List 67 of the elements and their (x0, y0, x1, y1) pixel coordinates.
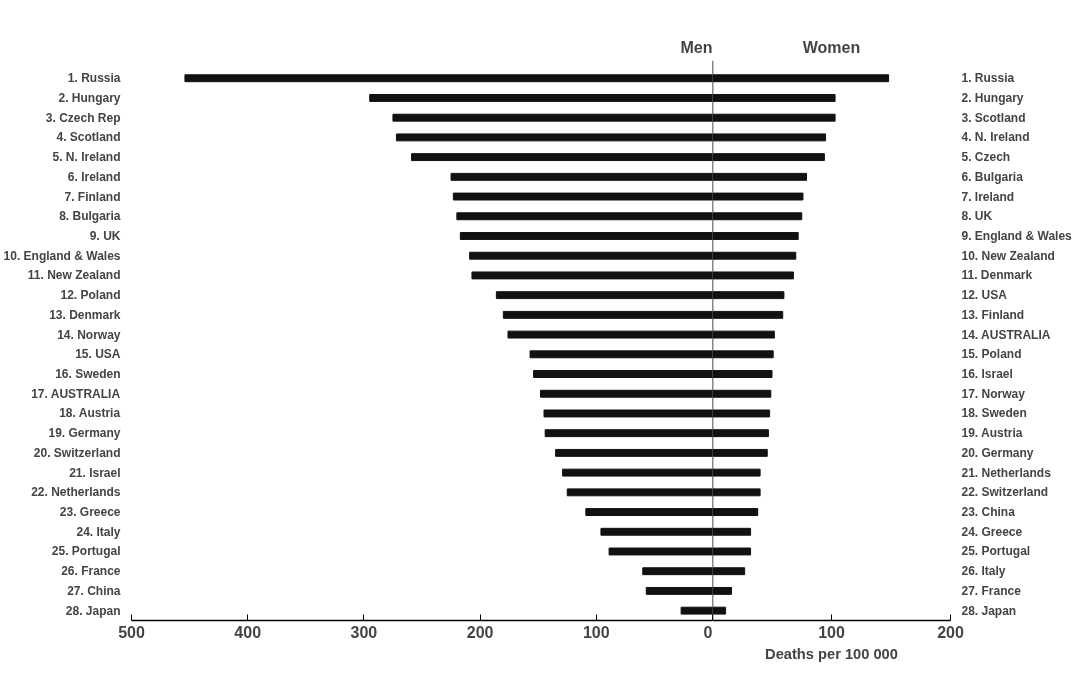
y-tick-label: 16. Sweden (55, 367, 121, 382)
y-tick-label: 25. Portugal (961, 544, 1031, 559)
x-tick-label: 200 (937, 623, 964, 641)
y-tick-label: 19. Austria (961, 426, 1023, 441)
y-tick-label: 12. USA (961, 288, 1008, 303)
y-tick-label: 18. Austria (59, 406, 121, 421)
y-tick-label: 2. Hungary (58, 90, 121, 105)
y-tick-label: 8. Bulgaria (59, 209, 121, 224)
y-tick-label: 6. Ireland (67, 169, 121, 184)
y-tick-label: 17. AUSTRALIA (31, 386, 121, 401)
y-tick-label: 16. Israel (961, 367, 1013, 382)
y-tick-label: 28. Japan (65, 603, 121, 618)
x-tick-label: 200 (466, 623, 494, 641)
y-tick-label: 6. Bulgaria (961, 169, 1024, 184)
y-tick-label: 26. Italy (961, 564, 1006, 579)
y-tick-label: 28. Japan (961, 603, 1017, 618)
y-tick-label: 21. Israel (69, 465, 121, 480)
y-tick-label: 12. Poland (60, 288, 121, 303)
x-tick-label: 500 (118, 623, 145, 641)
x-tick-label: 100 (582, 623, 610, 641)
y-tick-label: 17. Norway (961, 386, 1026, 401)
y-tick-label: 26. France (61, 564, 121, 579)
y-tick-label: 20. Germany (961, 445, 1034, 460)
x-tick-label: 0 (703, 623, 713, 641)
y-tick-label: 9. England & Wales (961, 228, 1073, 243)
y-tick-label: 9. UK (89, 228, 121, 243)
y-tick-label: 10. England & Wales (3, 248, 121, 263)
y-tick-label: 10. New Zealand (961, 248, 1055, 263)
y-tick-label: 22. Netherlands (31, 485, 121, 500)
y-tick-label: 2. Hungary (961, 90, 1024, 105)
chart-title: Women (802, 38, 861, 56)
y-tick-label: 5. Czech (961, 150, 1011, 165)
y-tick-label: 24. Italy (76, 524, 121, 539)
y-tick-label: 4. Scotland (56, 130, 121, 145)
y-tick-label: 14. AUSTRALIA (961, 327, 1051, 342)
y-tick-label: 7. Finland (64, 189, 121, 204)
chart-title: Men (680, 38, 713, 56)
y-tick-label: 13. Finland (961, 307, 1025, 322)
y-tick-label: 22. Switzerland (961, 485, 1049, 500)
y-tick-label: 1. Russia (961, 71, 1015, 86)
y-tick-label: 27. China (67, 583, 121, 598)
y-tick-label: 27. France (961, 583, 1022, 598)
y-tick-label: 14. Norway (57, 327, 121, 342)
y-tick-label: 8. UK (961, 209, 993, 224)
y-tick-label: 13. Denmark (49, 307, 121, 322)
y-tick-label: 7. Ireland (961, 189, 1015, 204)
y-tick-label: 25. Portugal (51, 544, 121, 559)
y-tick-label: 4. N. Ireland (961, 130, 1030, 145)
y-tick-label: 19. Germany (48, 426, 121, 441)
y-tick-label: 1. Russia (67, 71, 121, 86)
x-axis-title: Deaths per 100 000 (765, 645, 898, 662)
y-tick-label: 21. Netherlands (961, 465, 1052, 480)
y-tick-label: 15. Poland (961, 347, 1022, 362)
y-tick-label: 15. USA (75, 347, 121, 362)
y-tick-label: 23. China (961, 505, 1016, 520)
x-tick-label: 400 (234, 623, 262, 641)
y-tick-label: 5. N. Ireland (52, 150, 121, 165)
y-tick-label: 11. Denmark (961, 268, 1033, 283)
x-tick-label: 100 (818, 623, 845, 641)
y-tick-label: 23. Greece (59, 505, 121, 520)
y-tick-label: 3. Scotland (961, 110, 1026, 125)
y-tick-label: 18. Sweden (961, 406, 1027, 421)
x-tick-label: 300 (350, 623, 378, 641)
y-tick-label: 20. Switzerland (33, 445, 121, 460)
y-tick-label: 3. Czech Rep (45, 110, 121, 125)
y-tick-label: 11. New Zealand (27, 268, 121, 283)
y-tick-label: 24. Greece (961, 524, 1023, 539)
